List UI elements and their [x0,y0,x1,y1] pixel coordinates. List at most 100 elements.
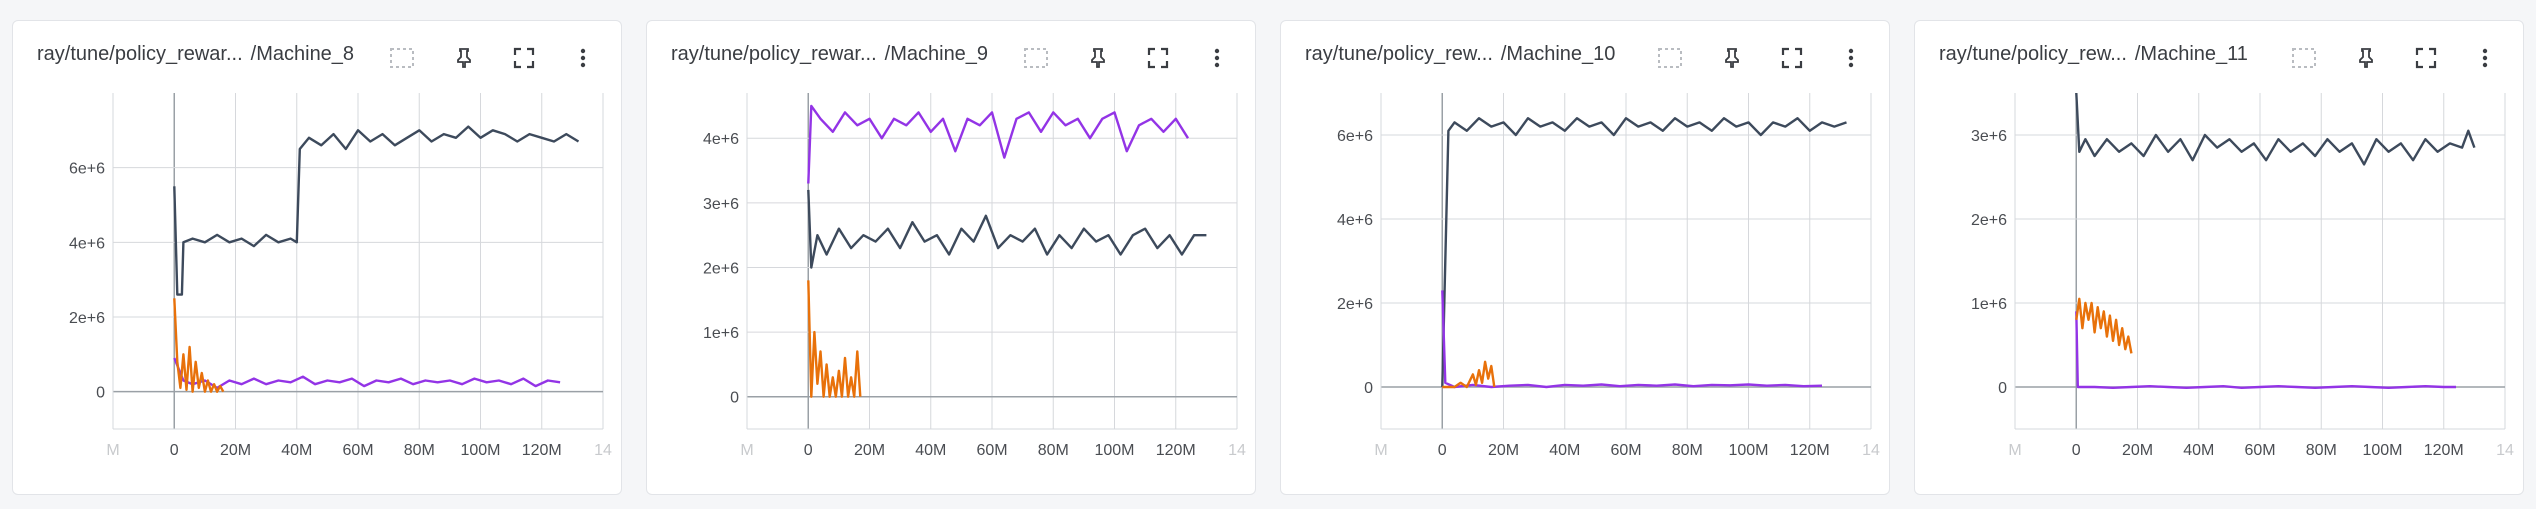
fit-domain-button[interactable] [387,43,417,73]
card-title-suffix: /Machine_10 [1500,43,1616,65]
x-tick-label: 14 [2496,442,2514,459]
series-line [807,104,1190,184]
card-title-suffix: /Machine_8 [250,43,355,65]
series-line [173,125,580,296]
x-tick-label: 120M [2424,442,2464,459]
series-line [173,298,225,393]
y-tick-label: 6e+6 [1337,128,1373,145]
x-tick-label: M [1374,442,1387,459]
fit-domain-icon [1658,48,1682,68]
more-options-button[interactable] [568,43,598,73]
card-title-prefix: ray/tune/policy_rewar... [671,43,877,65]
series-line [2075,297,2133,354]
series-line [2075,311,2456,389]
series-line [173,357,561,390]
x-tick-label: 100M [1728,442,1768,459]
fit-domain-icon [1024,48,1048,68]
y-tick-label: 6e+6 [69,161,105,178]
more-options-button[interactable] [1202,43,1232,73]
more-vert-icon [580,48,586,68]
card-title-prefix: ray/tune/policy_rew... [1939,43,2127,65]
y-tick-label: 0 [96,385,105,402]
series-line [1441,290,1823,389]
x-tick-label: 40M [281,442,312,459]
y-tick-label: 0 [1364,380,1373,397]
x-tick-label: 80M [404,442,435,459]
y-tick-label: 2e+6 [703,260,739,277]
fit-domain-icon [2292,48,2316,68]
x-tick-label: 80M [1038,442,1069,459]
x-tick-label: 120M [1790,442,1830,459]
chart-card: ray/tune/policy_rewar... /Machine_9 M 0 20M… [646,20,1256,495]
x-tick-label: 14 [1228,442,1246,459]
y-tick-label: 0 [1998,380,2007,397]
card-title-suffix: /Machine_11 [2134,43,2248,65]
y-tick-label: 0 [730,390,739,407]
series-line [807,189,1207,269]
pin-button[interactable] [2351,43,2381,73]
x-tick-label: M [106,442,119,459]
x-tick-label: 60M [2244,442,2275,459]
x-tick-label: 60M [1610,442,1641,459]
pin-icon [457,48,471,68]
card-title: ray/tune/policy_rew... /Machine_11 [1939,43,2248,66]
card-title-prefix: ray/tune/policy_rewar... [37,43,243,65]
x-tick-label: 20M [854,442,885,459]
y-tick-label: 4e+6 [69,235,105,252]
x-tick-label: 0 [170,442,179,459]
pin-button[interactable] [449,43,479,73]
card-title-prefix: ray/tune/policy_rew... [1305,43,1493,65]
y-tick-label: 4e+6 [703,131,739,148]
x-tick-label: 20M [220,442,251,459]
fullscreen-icon [1147,47,1169,69]
fullscreen-button[interactable] [1143,43,1173,73]
card-title-suffix: /Machine_9 [884,43,989,65]
x-tick-label: 100M [1094,442,1134,459]
more-options-button[interactable] [2470,43,2500,73]
y-tick-label: 2e+6 [1971,212,2007,229]
more-vert-icon [1848,48,1854,68]
card-title: ray/tune/policy_rewar... /Machine_9 [671,43,988,66]
x-tick-label: 60M [342,442,373,459]
series-line [1442,360,1496,389]
x-tick-label: 14 [594,442,612,459]
fullscreen-button[interactable] [509,43,539,73]
fit-domain-button[interactable] [2289,43,2319,73]
x-tick-label: 120M [522,442,562,459]
pin-button[interactable] [1717,43,1747,73]
x-tick-label: 40M [915,442,946,459]
x-tick-label: 20M [1488,442,1519,459]
line-chart[interactable]: M 0 20M 40M 60M 80M 100M 120M 14 0 1e+6 2e+6 3e+6 [1915,21,2525,496]
fit-domain-button[interactable] [1021,43,1051,73]
x-tick-label: 0 [804,442,813,459]
x-tick-label: 0 [1438,442,1447,459]
card-title: ray/tune/policy_rew... /Machine_10 [1305,43,1615,66]
y-tick-label: 3e+6 [1971,128,2007,145]
y-tick-label: 4e+6 [1337,212,1373,229]
x-tick-label: 100M [460,442,500,459]
x-tick-label: M [740,442,753,459]
chart-card: ray/tune/policy_rew... /Machine_10 M 0 20M 4… [1280,20,1890,495]
y-tick-label: 2e+6 [69,310,105,327]
y-tick-label: 3e+6 [703,196,739,213]
x-tick-label: 60M [976,442,1007,459]
pin-button[interactable] [1083,43,1113,73]
more-vert-icon [2482,48,2488,68]
pin-icon [2359,48,2373,68]
x-tick-label: 100M [2362,442,2402,459]
x-tick-label: 14 [1862,442,1880,459]
fit-domain-button[interactable] [1655,43,1685,73]
chart-card: ray/tune/policy_rew... /Machine_11 M 0 20M 4… [1914,20,2524,495]
fullscreen-icon [2415,47,2437,69]
x-tick-label: M [2008,442,2021,459]
card-title: ray/tune/policy_rewar... /Machine_8 [37,43,354,66]
line-chart[interactable]: M 0 20M 40M 60M 80M 100M 120M 14 0 1e+6 2e+6 3e+6 4e+… [647,21,1257,496]
series-line [1441,116,1847,388]
more-options-button[interactable] [1836,43,1866,73]
fullscreen-button[interactable] [1777,43,1807,73]
line-chart[interactable]: M 0 20M 40M 60M 80M 100M 120M 14 0 2e+6 4e+6 6e+6 [1281,21,1891,496]
fullscreen-button[interactable] [2411,43,2441,73]
pin-icon [1091,48,1105,68]
x-tick-label: 120M [1156,442,1196,459]
line-chart[interactable]: M 0 20M 40M 60M 80M 100M 120M 14 0 2e+6 4e+6 6e+6 [13,21,623,496]
